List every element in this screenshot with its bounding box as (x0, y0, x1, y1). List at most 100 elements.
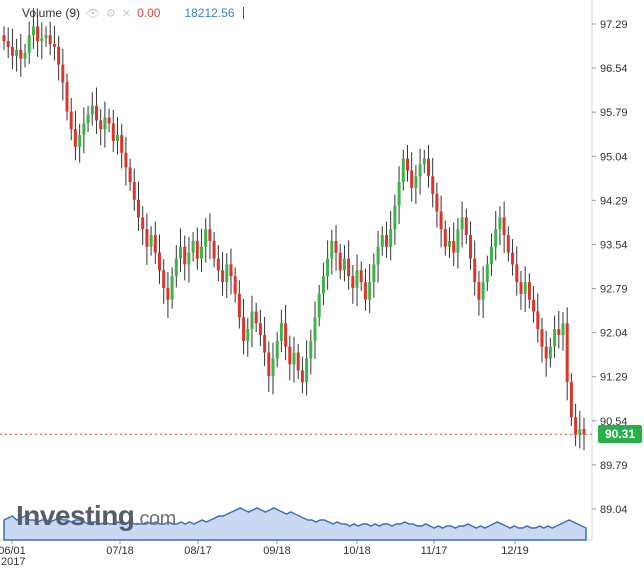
candle-body (170, 276, 174, 300)
candle-body (464, 217, 468, 235)
candle-body (397, 182, 401, 206)
candle-body (187, 252, 191, 265)
candle-body (309, 340, 313, 359)
candle-body (338, 252, 342, 271)
candle-body (456, 229, 460, 253)
candle-body (10, 46, 14, 56)
candle-body (443, 229, 447, 247)
y-tick-label: 91.29 (600, 372, 628, 384)
indicator-volume: 18212.56 (184, 6, 235, 20)
candle-body (95, 105, 98, 121)
candle-body (511, 252, 515, 265)
y-tick-label: 89.04 (600, 504, 628, 516)
candle-body (149, 235, 153, 247)
candle-body (250, 311, 254, 330)
indicator-name: Volume (9) (22, 6, 81, 20)
candle-body (31, 26, 35, 36)
candle-body (284, 323, 288, 347)
candle-body (582, 429, 586, 435)
y-tick-label: 95.79 (600, 107, 628, 119)
candle-body (540, 329, 544, 347)
candle-body (431, 176, 435, 194)
candle-body (44, 35, 48, 39)
gear-icon[interactable]: ⚙ (106, 7, 116, 20)
candle-body (221, 270, 225, 283)
x-tick-label: 12/19 (501, 545, 529, 557)
logo-suffix: .com (134, 508, 176, 530)
candle-body (376, 246, 380, 265)
candle-body (52, 44, 56, 47)
candle-body (305, 358, 309, 382)
candle-body (267, 352, 271, 377)
candle-body (40, 38, 44, 41)
candle-body (263, 335, 267, 353)
close-icon[interactable]: ✕ (121, 7, 132, 20)
candle-body (141, 217, 145, 230)
candle-body (363, 282, 367, 300)
candle-body (565, 323, 569, 382)
candle-body (195, 240, 199, 259)
candle-body (548, 346, 552, 359)
candle-body (427, 158, 430, 177)
candle-body (544, 346, 548, 359)
candle-body (519, 282, 523, 294)
y-tick-label: 89.79 (600, 460, 628, 472)
candle-body (296, 352, 300, 371)
candle-body (103, 117, 107, 130)
candle-body (347, 258, 351, 277)
candle-body (473, 258, 477, 283)
y-tick-label: 95.04 (600, 151, 628, 163)
candle-body (124, 152, 128, 168)
x-tick-label: 08/17 (184, 545, 212, 557)
candle-body (254, 311, 258, 324)
candle-body (279, 323, 283, 341)
candle-body (401, 158, 405, 183)
candle-body (389, 229, 393, 247)
candle-body (351, 276, 355, 288)
candle-body (6, 41, 10, 47)
candle-body (174, 258, 178, 277)
candle-body (107, 117, 111, 124)
candle-body (452, 240, 456, 253)
candle-body (536, 311, 540, 330)
candle-body (229, 264, 233, 277)
candle-body (553, 329, 557, 347)
candle-body (578, 429, 582, 435)
candle-body (111, 123, 115, 141)
candle-body (90, 105, 94, 115)
candle-body (183, 246, 187, 265)
candle-body (237, 293, 241, 318)
candle-body (242, 317, 246, 341)
candle-body (208, 229, 212, 241)
candle-body (410, 170, 414, 188)
candle-body (485, 264, 489, 282)
candle-body (86, 114, 90, 124)
candle-body (15, 49, 19, 56)
eye-icon[interactable]: 👁 (86, 7, 100, 20)
y-tick-label: 93.54 (600, 239, 628, 251)
candle-body (557, 329, 561, 335)
candle-body (128, 167, 132, 183)
candle-body (258, 323, 262, 335)
candle-body (179, 246, 182, 259)
candle-body (532, 299, 536, 312)
y-tick-label: 96.54 (600, 63, 628, 75)
investing-logo: Investing.com (16, 500, 176, 532)
candle-body (406, 158, 409, 171)
candle-body (574, 417, 578, 435)
candle-body (342, 258, 346, 271)
candle-body (65, 82, 69, 112)
candle-body (477, 282, 481, 300)
candle-body (435, 193, 439, 212)
candle-body (27, 35, 31, 53)
candle-body (494, 229, 498, 247)
candle-body (116, 135, 119, 141)
candle-body (225, 264, 229, 282)
candle-body (275, 340, 279, 359)
y-tick-label: 92.79 (600, 284, 628, 296)
y-tick-label: 92.04 (600, 328, 628, 340)
candle-body (385, 235, 388, 247)
candle-body (368, 282, 372, 300)
candle-body (326, 258, 330, 277)
